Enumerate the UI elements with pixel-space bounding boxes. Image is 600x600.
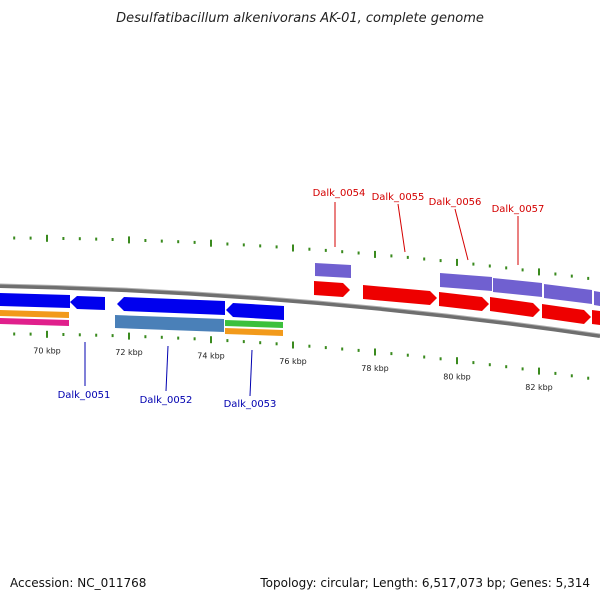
axis-tick-labels: 70 kbp 72 kbp 74 kbp 76 kbp 78 kbp 80 kbp 82 k…: [33, 346, 553, 392]
tick-label-80-kbp: 80 kbp: [443, 373, 471, 382]
gene-label-dalk-0054[interactable]: Dalk_0054: [313, 188, 366, 199]
gene-band-green: [225, 320, 283, 328]
gene-arrow-0056[interactable]: [439, 292, 489, 311]
genome-backbone: [0, 284, 600, 338]
gene-label-dalk-0055[interactable]: Dalk_0055: [372, 192, 425, 203]
gene-arrow-0052[interactable]: [117, 297, 225, 315]
tick-label-74-kbp: 74 kbp: [197, 352, 225, 361]
minus-strand-track: [0, 293, 284, 336]
gene-band-0052[interactable]: [115, 315, 224, 332]
gene-arrow-0053[interactable]: [226, 303, 284, 320]
genome-backbone-highlight: [0, 283, 600, 335]
plus-strand-track: [314, 263, 600, 325]
tick-marks-upper: [13, 234, 590, 280]
gene-arrow-0055[interactable]: [363, 285, 437, 305]
gene-label-dalk-0051[interactable]: Dalk_0051: [58, 390, 111, 401]
gene-band-magenta: [0, 318, 69, 326]
tick-label-72-kbp: 72 kbp: [115, 348, 143, 357]
gene-arrow-0050[interactable]: [0, 293, 70, 308]
gene-band-orange: [0, 310, 69, 318]
gene-feature-band[interactable]: [544, 284, 592, 304]
gene-label-dalk-0056[interactable]: Dalk_0056: [429, 197, 482, 208]
gene-label-dalk-0052[interactable]: Dalk_0052: [140, 395, 193, 406]
map-title: Desulfatibacillum alkenivorans AK-01, co…: [116, 11, 484, 26]
tick-label-76-kbp: 76 kbp: [279, 357, 307, 366]
gene-label-dalk-0057[interactable]: Dalk_0057: [492, 204, 545, 215]
tick-label-78-kbp: 78 kbp: [361, 364, 389, 373]
gene-labels: Dalk_0054 Dalk_0055 Dalk_0056 Dalk_0057 …: [58, 188, 545, 410]
gene-label-dalk-0053[interactable]: Dalk_0053: [224, 399, 277, 410]
gene-arrow[interactable]: [542, 304, 591, 324]
genome-summary-label: Topology: circular; Length: 6,517,073 bp…: [260, 576, 590, 590]
tick-label-70-kbp: 70 kbp: [33, 346, 61, 355]
gene-arrow-0054[interactable]: [314, 281, 350, 297]
gene-feature-band[interactable]: [594, 291, 600, 306]
gene-arrow-0057[interactable]: [490, 297, 540, 317]
tick-label-82-kbp: 82 kbp: [525, 383, 553, 392]
gene-feature-0056-band[interactable]: [440, 273, 492, 291]
gene-band-orange: [225, 328, 283, 336]
gene-feature-0054-band[interactable]: [315, 263, 351, 278]
tick-marks-lower: [13, 330, 590, 380]
gene-arrow-0051[interactable]: [70, 296, 105, 310]
gene-arrow[interactable]: [592, 310, 600, 325]
gene-feature-0057-band[interactable]: [493, 278, 542, 297]
accession-label: Accession: NC_011768: [10, 576, 147, 590]
